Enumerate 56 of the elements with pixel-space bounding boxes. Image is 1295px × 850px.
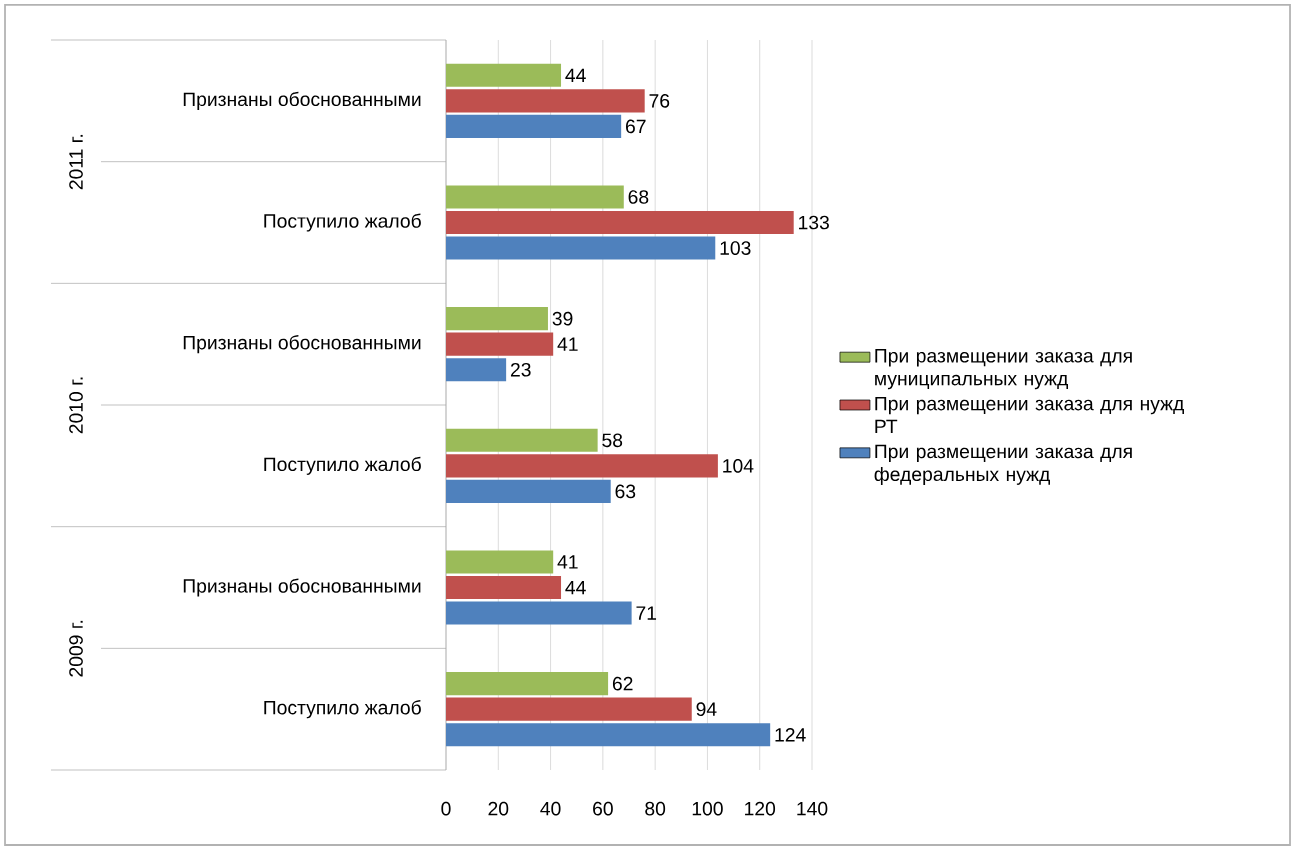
bar <box>446 89 645 113</box>
data-label: 94 <box>696 702 717 717</box>
x-tick-label: 80 <box>645 801 666 816</box>
bar <box>446 210 794 235</box>
y-tick-label: Признаны обоснованными <box>183 91 421 110</box>
x-tick-label: 20 <box>488 801 509 816</box>
bar <box>446 307 548 331</box>
text: 2010 г. <box>69 377 83 434</box>
data-label: 41 <box>557 555 578 569</box>
bar <box>446 63 562 87</box>
data-label: 44 <box>565 580 586 595</box>
legend-label: При размещении заказа для муниципальных нужд <box>875 349 1132 390</box>
x-tick-label: 100 <box>692 801 723 816</box>
bar <box>446 114 622 138</box>
bar <box>446 601 632 625</box>
bar <box>446 454 718 478</box>
x-tick-label: 120 <box>745 801 776 816</box>
bar <box>446 185 624 209</box>
legend-label: При размещении заказа для нужд РТ <box>875 396 1184 434</box>
bar <box>446 428 598 452</box>
bar <box>446 723 771 747</box>
data-label: 104 <box>723 459 754 473</box>
y-tick-label: Поступило жалоб <box>264 213 421 232</box>
bar <box>446 575 562 600</box>
y-tick-label: Поступило жалоб <box>264 456 421 475</box>
data-label: 124 <box>775 728 806 742</box>
data-label: 58 <box>602 433 623 448</box>
x-tick-label: 60 <box>593 801 613 816</box>
data-label: 133 <box>799 215 829 230</box>
text: 2009 г. <box>69 620 83 677</box>
y-tick-label: Поступило жалоб <box>264 700 421 719</box>
data-label: 23 <box>510 362 531 377</box>
data-label: 39 <box>552 311 573 326</box>
text: 2011 г. <box>69 134 83 190</box>
bar <box>446 236 716 260</box>
data-label: 71 <box>636 606 657 620</box>
y-tick-label: Признаны обоснованными <box>183 335 421 354</box>
data-label: 62 <box>612 676 633 691</box>
bar <box>446 697 692 721</box>
bar <box>446 358 507 382</box>
data-label: 63 <box>615 484 636 499</box>
y-tick-label: Признаны обоснованными <box>183 578 421 597</box>
data-label: 103 <box>720 241 751 255</box>
data-label: 44 <box>565 68 586 82</box>
data-label: 67 <box>626 119 646 134</box>
bar <box>446 550 554 574</box>
x-tick-label: 0 <box>441 801 451 816</box>
legend-label: При размещении заказа для федеральных нужд <box>874 444 1132 485</box>
x-tick-label: 140 <box>797 801 828 816</box>
x-tick-label: 40 <box>540 801 561 816</box>
bar <box>446 672 609 696</box>
data-label: 76 <box>649 94 670 108</box>
data-label: 68 <box>628 190 649 204</box>
bar <box>446 479 611 503</box>
data-label: 41 <box>557 337 578 351</box>
bar <box>446 332 554 356</box>
